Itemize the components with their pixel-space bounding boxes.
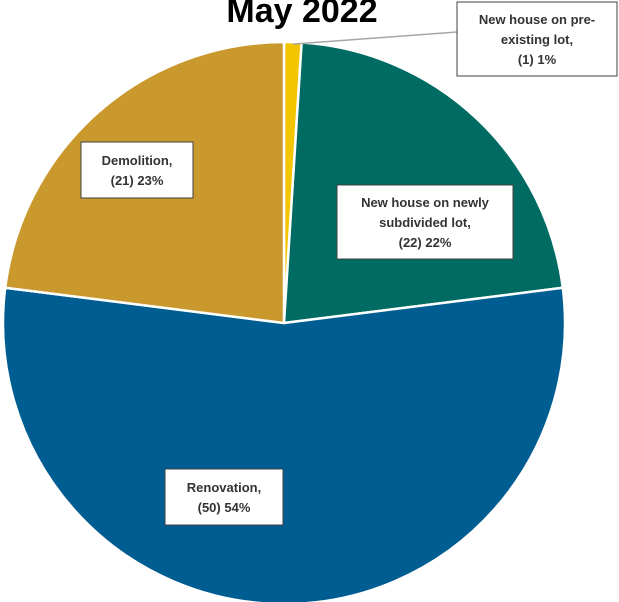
data-labels: New house on pre-existing lot,(1) 1%New …: [80, 1, 618, 526]
data-label-box: [336, 184, 514, 260]
data-label-text: New house on pre-: [479, 12, 595, 27]
data-label-text: (1) 1%: [518, 52, 557, 67]
data-label-text: Demolition,: [102, 153, 173, 168]
pie-slice-new-house-on-newly-subdivided-lot: [282, 41, 565, 325]
data-label-text: (22) 22%: [399, 235, 452, 250]
data-label-text: Renovation,: [187, 480, 261, 495]
pie-slice-renovation: [1, 286, 567, 602]
data-label-box: [80, 141, 194, 199]
chart-title: May 2022: [226, 0, 377, 30]
data-label: New house on newly subdivided lot, (22) 22…: [336, 184, 514, 260]
leader-lines: [292, 31, 458, 45]
data-label: Demolition, (21) 23%: [80, 141, 194, 199]
data-label-text: (50) 54%: [198, 500, 251, 515]
pie-slices: [1, 40, 567, 602]
data-label-text: existing lot,: [501, 32, 573, 47]
data-label: New house on pre-existing lot, (1) 1%: [456, 1, 618, 77]
data-label-text: New house on newly: [361, 195, 490, 210]
data-label: Renovation, (50) 54%: [164, 468, 284, 526]
leader-line: [292, 31, 458, 45]
data-label-box: [456, 1, 618, 77]
data-label-box: [164, 468, 284, 526]
data-label-text: subdivided lot,: [379, 215, 471, 230]
data-label-text: (21) 23%: [111, 173, 164, 188]
